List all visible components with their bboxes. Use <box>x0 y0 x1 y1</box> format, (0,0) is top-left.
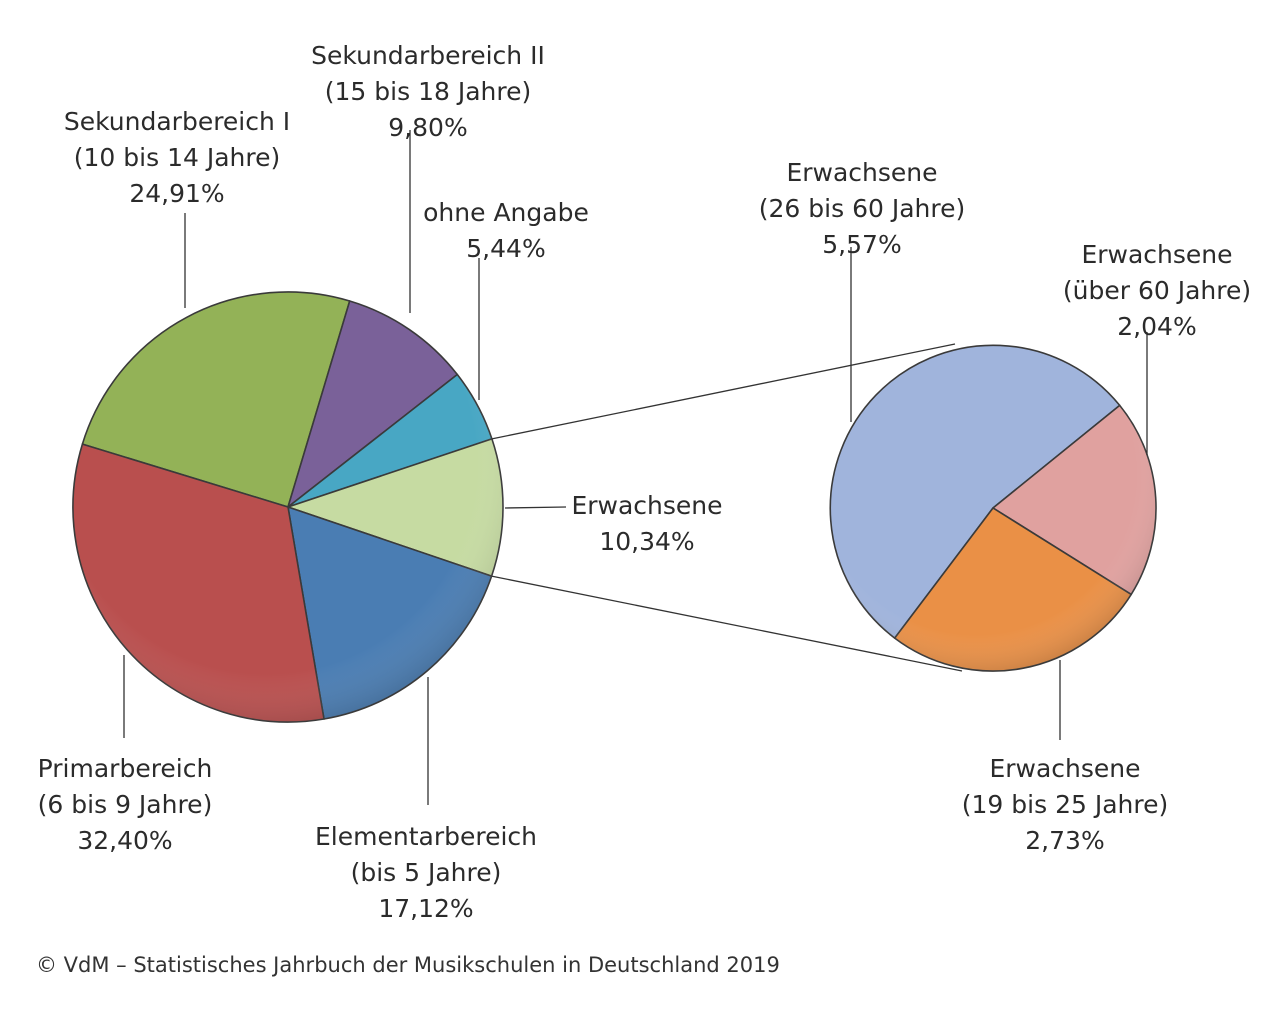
slice-label-detail-1-line-0: Erwachsene <box>1081 240 1232 269</box>
data-label-main-4: 17,12% <box>378 894 473 923</box>
slice-label-main-0-line-1: (10 bis 14 Jahre) <box>74 143 280 172</box>
slice-label-main-1-line-1: (15 bis 18 Jahre) <box>325 77 531 106</box>
slice-label-main-4-line-0: Elementarbereich <box>315 822 537 851</box>
slice-label-detail-0-line-0: Erwachsene <box>786 158 937 187</box>
source-note: © VdM – Statistisches Jahrbuch der Musik… <box>36 953 780 977</box>
slice-label-detail-0-line-1: (26 bis 60 Jahre) <box>759 194 965 223</box>
slice-label-main-4-line-1: (bis 5 Jahre) <box>351 858 502 887</box>
data-label-detail-0: 5,57% <box>822 230 901 259</box>
data-label-main-2: 5,44% <box>466 234 545 263</box>
slice-label-main-5-line-0: Primarbereich <box>38 754 213 783</box>
data-label-detail-1: 2,04% <box>1117 312 1196 341</box>
data-label-main-1: 9,80% <box>388 113 467 142</box>
slice-label-main-3-line-0: Erwachsene <box>571 491 722 520</box>
slice-label-main-5-line-1: (6 bis 9 Jahre) <box>38 790 213 819</box>
data-label-main-3: 10,34% <box>599 527 694 556</box>
slice-label-main-1-line-0: Sekundarbereich II <box>311 41 545 70</box>
data-label-detail-2: 2,73% <box>1025 826 1104 855</box>
data-label-main-5: 32,40% <box>77 826 172 855</box>
slice-label-detail-1-line-1: (über 60 Jahre) <box>1063 276 1251 305</box>
slice-label-main-0-line-0: Sekundarbereich I <box>64 107 290 136</box>
slice-label-detail-2-line-0: Erwachsene <box>989 754 1140 783</box>
slice-label-detail-2-line-1: (19 bis 25 Jahre) <box>962 790 1168 819</box>
data-label-main-0: 24,91% <box>129 179 224 208</box>
leader-line-3 <box>504 506 567 509</box>
pie-of-pie-chart: Sekundarbereich I (10 bis 14 Jahre) 24,91%… <box>38 41 1251 923</box>
slice-label-main-2-line-0: ohne Angabe <box>423 198 589 227</box>
